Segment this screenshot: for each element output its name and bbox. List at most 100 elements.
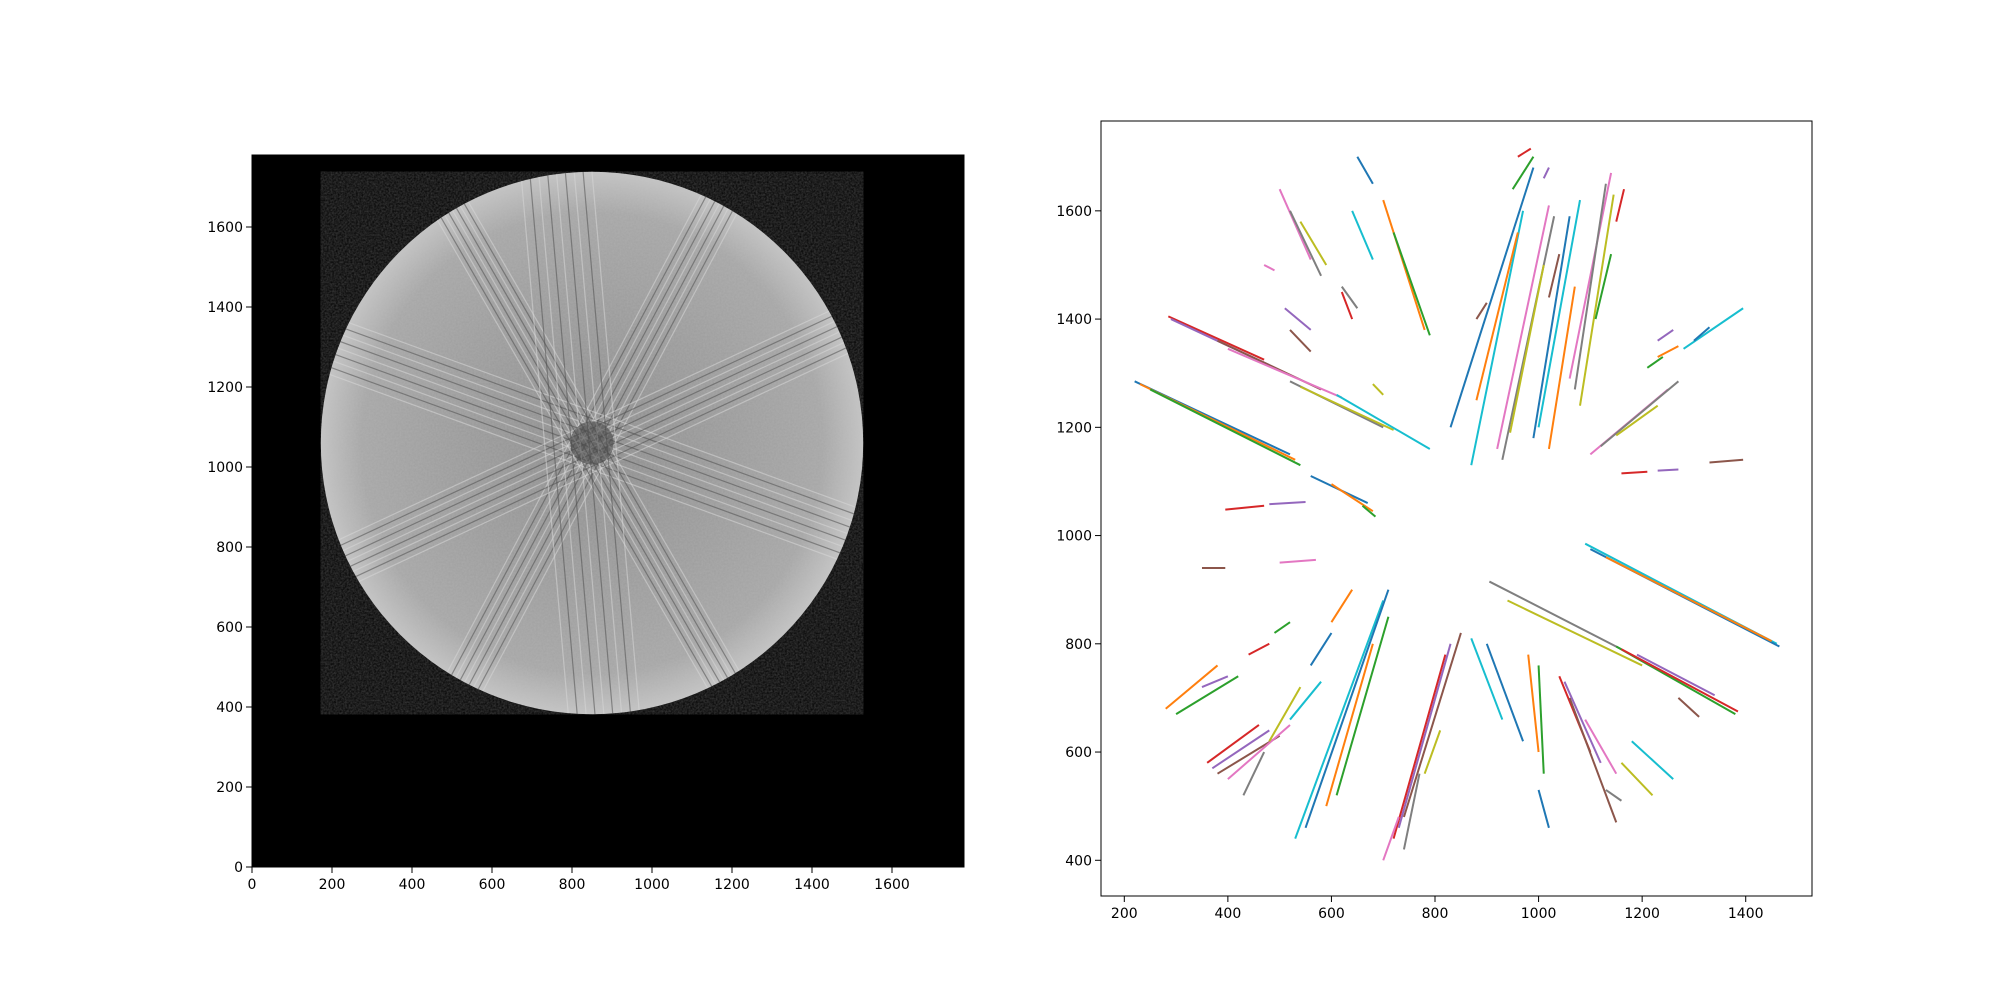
segment-line [1600,380,1680,448]
y-axis-segments: 400 600 800 1000 1200 1400 1600 [1056,204,1101,869]
segment-line [1584,719,1618,775]
x-tick-label: 400 [399,877,426,893]
segment-line [1325,643,1374,807]
segment-line [1165,664,1219,710]
y-tick-label: 0 [234,860,243,876]
segment-line [1372,383,1384,396]
segment-line [1289,210,1322,277]
segment-line [1335,616,1390,796]
segment-line [1309,632,1333,666]
segment-line [1615,404,1659,437]
segment-line [1631,740,1674,780]
streak-line [320,302,864,527]
streak-line [406,172,714,715]
x-tick-label: 0 [248,877,257,893]
streak-line [586,171,645,715]
y-tick-label: 400 [1065,853,1092,869]
x-axis-segments: 200 400 600 800 1000 1200 1400 [1111,896,1764,922]
segment-line [1496,205,1550,450]
segment-line [1563,681,1602,764]
streak-line [533,171,592,715]
segment-lines [1134,147,1780,861]
segment-line [1175,675,1239,716]
segment-line [1227,724,1291,780]
segment-line [1211,729,1270,770]
y-tick-label: 800 [1065,637,1092,653]
segment-line [1356,156,1374,185]
x-tick-label: 1400 [1728,906,1764,922]
y-tick-label: 1400 [207,300,243,316]
y-tick-label: 800 [216,540,243,556]
segment-line [1382,816,1400,861]
streak-line [405,171,732,712]
segment-line [1657,345,1679,358]
y-tick-label: 400 [216,700,243,716]
segment-line [1475,302,1488,320]
segment-line [1294,600,1385,839]
segment-line [1646,356,1664,369]
x-axis-image: 0 200 400 600 800 1000 1200 1400 1600 [248,867,910,893]
segment-line [1620,762,1654,797]
segment-line [1537,665,1545,774]
segment-line [1693,326,1711,342]
streak-line [452,174,779,715]
segment-line [1361,505,1377,518]
segment-line [1605,556,1773,642]
y-tick-label: 1000 [207,460,243,476]
streak-line [515,171,574,715]
segment-line [1336,393,1431,450]
segment-line [1470,210,1525,466]
segment-line [1594,253,1613,320]
segment-line [1268,686,1302,742]
segment-line [1279,558,1316,564]
segment-line [1225,504,1265,511]
streak-line [389,171,717,703]
segment-line [1304,589,1390,829]
segment-line [1657,329,1674,342]
x-tick-label: 400 [1215,906,1242,922]
segment-line [1289,681,1322,721]
streak-line [320,362,864,586]
segment-line [1269,501,1306,506]
segment-line [1227,347,1343,399]
y-tick-label: 1600 [1056,204,1092,220]
x-tick-label: 1200 [1624,906,1660,922]
segment-line [1402,632,1462,818]
segment-line [1167,315,1265,361]
plot-area [1101,121,1812,896]
segment-line [1677,697,1700,718]
segment-line [1470,638,1504,720]
segment-line [1636,653,1716,697]
segment-line [1206,724,1260,764]
x-tick-label: 1200 [714,877,750,893]
segment-line [1402,773,1421,850]
segment-line [1657,468,1679,472]
segment-line [1242,751,1266,796]
x-tick-label: 600 [479,877,506,893]
x-tick-label: 600 [1318,906,1345,922]
image-panel: 0 200 400 600 800 1000 1200 1400 1600 0 200 400 600… [207,154,965,893]
y-tick-label: 1200 [207,380,243,396]
segment-line [1527,654,1540,753]
segment-line [1201,675,1229,689]
segment-line [1351,210,1374,260]
segment-line [1517,147,1532,158]
segment-line [1683,307,1744,350]
segment-line [1263,264,1275,272]
segment-line [1289,329,1312,353]
y-tick-label: 600 [1065,745,1092,761]
segment-line [1709,458,1744,464]
segment-line [1248,642,1270,656]
segment-line [1340,291,1354,320]
streak-artifacts [320,171,864,715]
disk-center-blob [570,421,614,465]
image-frame [251,154,965,868]
segment-line [1273,621,1291,634]
segment-line [1568,172,1613,379]
segment-line [1278,188,1312,260]
x-tick-label: 800 [1422,906,1449,922]
segment-line [1532,216,1571,439]
segment-line [1397,643,1452,829]
segment-line [1149,388,1301,467]
